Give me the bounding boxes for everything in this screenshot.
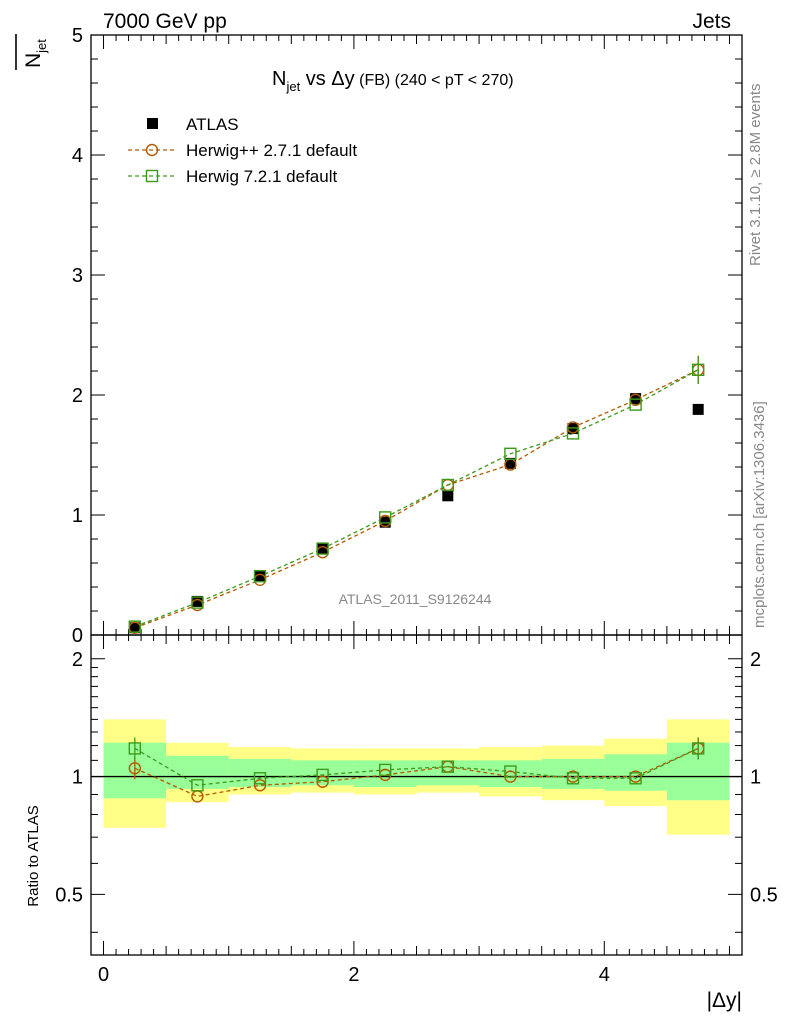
- ratio-ylabel: Ratio to ATLAS: [25, 805, 42, 906]
- main-series-line-1: [134, 369, 699, 629]
- ratio-ytick-label-right: 1: [750, 767, 761, 789]
- rivet-label: Rivet 3.1.10, ≥ 2.8M events: [747, 84, 764, 267]
- main-point-series2: [191, 596, 204, 609]
- legend-herwigpp-marker: [145, 143, 159, 157]
- ratio-ytick-label-right: 2: [750, 649, 761, 671]
- mcplots-label: mcplots.cern.ch [arXiv:1306.3436]: [751, 401, 768, 628]
- main-point-series2: [128, 620, 142, 633]
- ratio-point-series0: [253, 779, 267, 792]
- main-point-series2: [629, 398, 642, 411]
- main-point-series0: [379, 516, 391, 528]
- main-point-series0: [191, 595, 203, 607]
- main-point-series0: [254, 570, 266, 582]
- legend-herwigpp-label: Herwig++ 2.7.1 default: [186, 141, 357, 160]
- xaxis-label: |Δy|: [707, 989, 742, 1012]
- title-n: N: [272, 68, 286, 90]
- legend-herwig7-label: Herwig 7.2.1 default: [186, 167, 337, 186]
- ratio-ytick-label: 1: [72, 767, 83, 789]
- svg-text:Njet: Njet: [22, 39, 49, 68]
- main-point-series2: [316, 542, 329, 555]
- main-ytick-label: 4: [72, 145, 83, 167]
- ratio-point-series0: [316, 775, 329, 788]
- ratio-ytick-label: 0.5: [55, 884, 83, 906]
- main-point-series0: [504, 457, 516, 469]
- main-series-line-2: [134, 369, 699, 628]
- main-point-series2: [253, 570, 267, 583]
- ratio-point-series1: [629, 772, 642, 785]
- main-point-series2: [379, 511, 392, 524]
- main-ytick-label: 3: [72, 265, 83, 287]
- header-left: 7000 GeV pp: [103, 10, 227, 33]
- main-point-series0: [442, 490, 454, 502]
- main-point-series0: [692, 403, 704, 415]
- main-point-series2: [504, 447, 517, 460]
- ratio-ytick-label: 2: [72, 649, 83, 671]
- header-right: Jets: [692, 10, 731, 33]
- title-jet-sub: jet: [285, 79, 300, 94]
- title-range: (240 < pT < 270): [390, 72, 513, 89]
- ratio-point-series1: [253, 772, 267, 785]
- title-fb: (FB): [355, 72, 391, 89]
- ratio-band-green: [166, 755, 229, 789]
- main-ytick-label: 0: [72, 625, 83, 647]
- legend: ATLAS Herwig++ 2.7.1 default Herwig 7.2.…: [128, 115, 357, 186]
- main-point-series2: [441, 478, 454, 492]
- main-ytick-label: 2: [72, 385, 83, 407]
- ratio-point-series1: [504, 765, 517, 778]
- ratio-point-series1: [191, 779, 204, 792]
- xtick-label: 0: [98, 964, 109, 986]
- main-point-series2: [566, 427, 580, 440]
- main-title: Njet vs Δy (FB) (240 < pT < 270): [272, 68, 514, 94]
- main-panel: 0 1 2 3 4 5: [72, 25, 743, 647]
- main-point-series0: [567, 423, 579, 435]
- legend-herwig7-marker: [145, 169, 159, 183]
- ratio-point-series1: [316, 768, 329, 782]
- ratio-point-series1: [379, 763, 392, 777]
- legend-atlas-label: ATLAS: [186, 115, 239, 134]
- ratio-point-series1: [441, 760, 454, 773]
- ratio-series-line-0: [134, 747, 699, 798]
- ratio-ytick-label-right: 0.5: [750, 884, 778, 906]
- xtick-label: 2: [348, 964, 359, 986]
- main-ytick-label: 1: [72, 505, 83, 527]
- main-point-series0: [317, 543, 329, 555]
- xtick-label: 4: [599, 964, 610, 986]
- main-ylabel-n: N: [22, 53, 45, 68]
- main-point-series0: [129, 622, 141, 634]
- legend-atlas-marker: [147, 118, 158, 129]
- main-ytick-label: 5: [72, 25, 83, 47]
- main-ylabel-sub: jet: [34, 39, 49, 54]
- main-ylabel: Njet: [15, 34, 49, 70]
- ratio-point-series1: [566, 772, 580, 785]
- analysis-watermark: ATLAS_2011_S9126244: [339, 591, 492, 607]
- title-vs: vs Δy: [300, 68, 354, 90]
- ratio-panel: 0 2 4 0.5 0.5 1 1 2 2: [55, 634, 778, 986]
